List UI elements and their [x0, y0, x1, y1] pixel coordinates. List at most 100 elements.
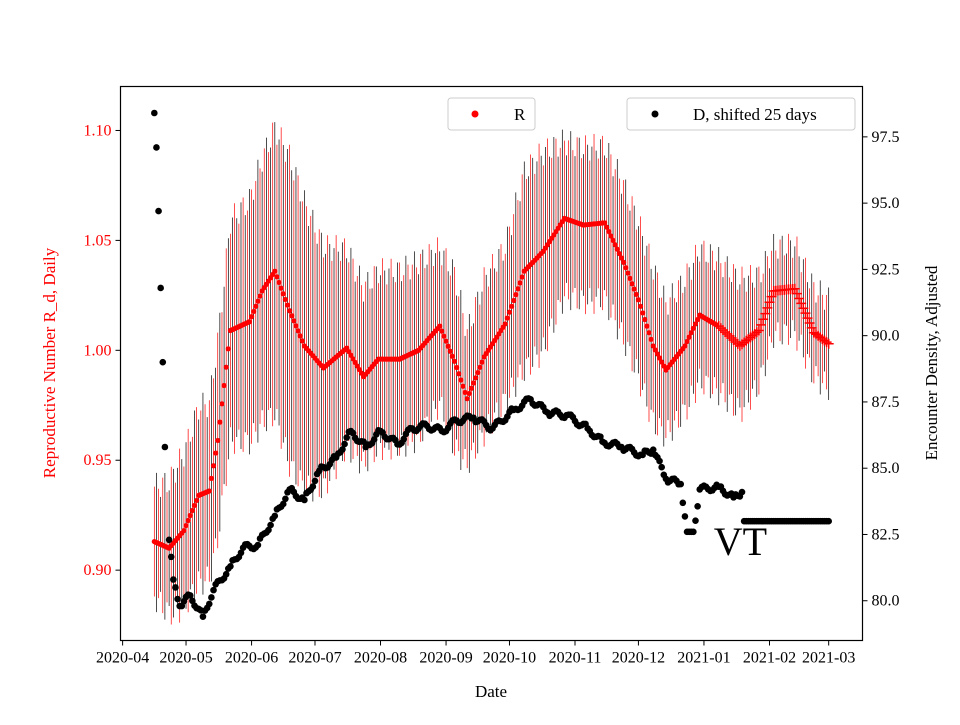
d-point [679, 499, 687, 507]
r-point [219, 401, 225, 407]
y-tick-label-right: 85.0 [872, 460, 900, 477]
r-point [513, 292, 519, 298]
r-point [287, 308, 293, 314]
x-tick-label: 2020-04 [96, 650, 149, 667]
r-point [246, 319, 253, 325]
r-point [517, 280, 523, 286]
r-point [686, 334, 692, 340]
r-point-plus [794, 293, 805, 304]
r-point [502, 321, 508, 327]
r-point [183, 522, 189, 529]
d-point [279, 500, 287, 508]
r-point-plus [791, 288, 802, 299]
d-point [271, 512, 279, 520]
d-point [681, 513, 689, 520]
legend-label-d: D, shifted 25 days [693, 105, 817, 124]
r-point [604, 224, 610, 230]
r-point [223, 364, 229, 370]
r-point [208, 475, 215, 481]
r-point [475, 369, 481, 376]
r-point-plus [753, 325, 764, 336]
d-point [159, 358, 167, 366]
d-point [170, 576, 177, 583]
x-tick-label: 2020-11 [549, 650, 602, 667]
d-point [282, 495, 289, 503]
r-point [614, 246, 620, 252]
r-point [439, 328, 445, 334]
d-point [649, 446, 657, 453]
r-point-plus [823, 338, 834, 349]
r-point [187, 512, 193, 519]
r-point [253, 303, 259, 309]
r-point [458, 377, 464, 383]
r-point [297, 333, 303, 339]
r-point [257, 293, 263, 299]
r-point [470, 380, 477, 386]
y-tick-label-left: 1.10 [84, 122, 112, 139]
d-point [208, 594, 215, 601]
r-point [462, 389, 468, 396]
r-point [284, 302, 291, 308]
d-point [400, 435, 408, 443]
r-point-plus [789, 283, 800, 294]
r-point-plus [756, 319, 767, 330]
r-point [519, 274, 525, 280]
r-point [659, 359, 665, 365]
r-point [437, 323, 443, 329]
r-point [215, 437, 221, 444]
y-tick-label-right: 92.5 [872, 261, 900, 278]
r-point [221, 382, 227, 389]
x-axis-label: Date [475, 682, 507, 701]
r-point [646, 330, 652, 336]
r-point [508, 303, 515, 309]
r-point [248, 314, 255, 320]
r-point-plus [751, 327, 762, 338]
r-point [213, 450, 219, 456]
x-tick-label: 2020-09 [419, 650, 472, 667]
r-point [601, 220, 608, 226]
x-tick-label: 2020-07 [288, 650, 341, 667]
x-tick-label: 2021-01 [677, 650, 730, 667]
r-point [621, 259, 627, 265]
r-point-plus [800, 308, 811, 319]
r-point [225, 346, 231, 352]
r-point [684, 338, 690, 345]
d-point [157, 284, 164, 292]
d-point [155, 207, 162, 215]
r-point-plus [804, 317, 815, 328]
d-point [165, 536, 173, 544]
y-axis-label-left: Reproductive Number R_d, Daily [40, 247, 59, 478]
r-point [479, 359, 485, 365]
r-point [635, 297, 642, 303]
y-tick-label-left: 0.90 [84, 562, 112, 579]
d-point [339, 446, 346, 453]
d-point [311, 477, 319, 485]
d-point [222, 570, 230, 578]
r-point [280, 291, 286, 297]
r-point-plus [802, 313, 813, 324]
r-point [629, 281, 635, 287]
d-point [161, 443, 169, 451]
r-point [447, 348, 453, 354]
r-point [606, 228, 612, 235]
y-tick-label-right: 90.0 [872, 328, 900, 345]
r-point [210, 463, 217, 469]
d-point [167, 553, 175, 561]
r-point [654, 351, 661, 357]
legend-marker-d [651, 110, 659, 118]
r-point [477, 364, 483, 370]
r-point [299, 338, 305, 344]
r-point [276, 279, 282, 286]
d-point [656, 457, 663, 465]
d-point [199, 613, 207, 620]
d-point [658, 463, 665, 471]
r-point [206, 488, 212, 494]
r-point [511, 297, 517, 304]
d-point [738, 488, 746, 496]
r-point [251, 308, 257, 315]
d-point [151, 109, 158, 117]
d-point [677, 480, 684, 488]
r-point [181, 527, 187, 534]
d-point [210, 586, 217, 594]
